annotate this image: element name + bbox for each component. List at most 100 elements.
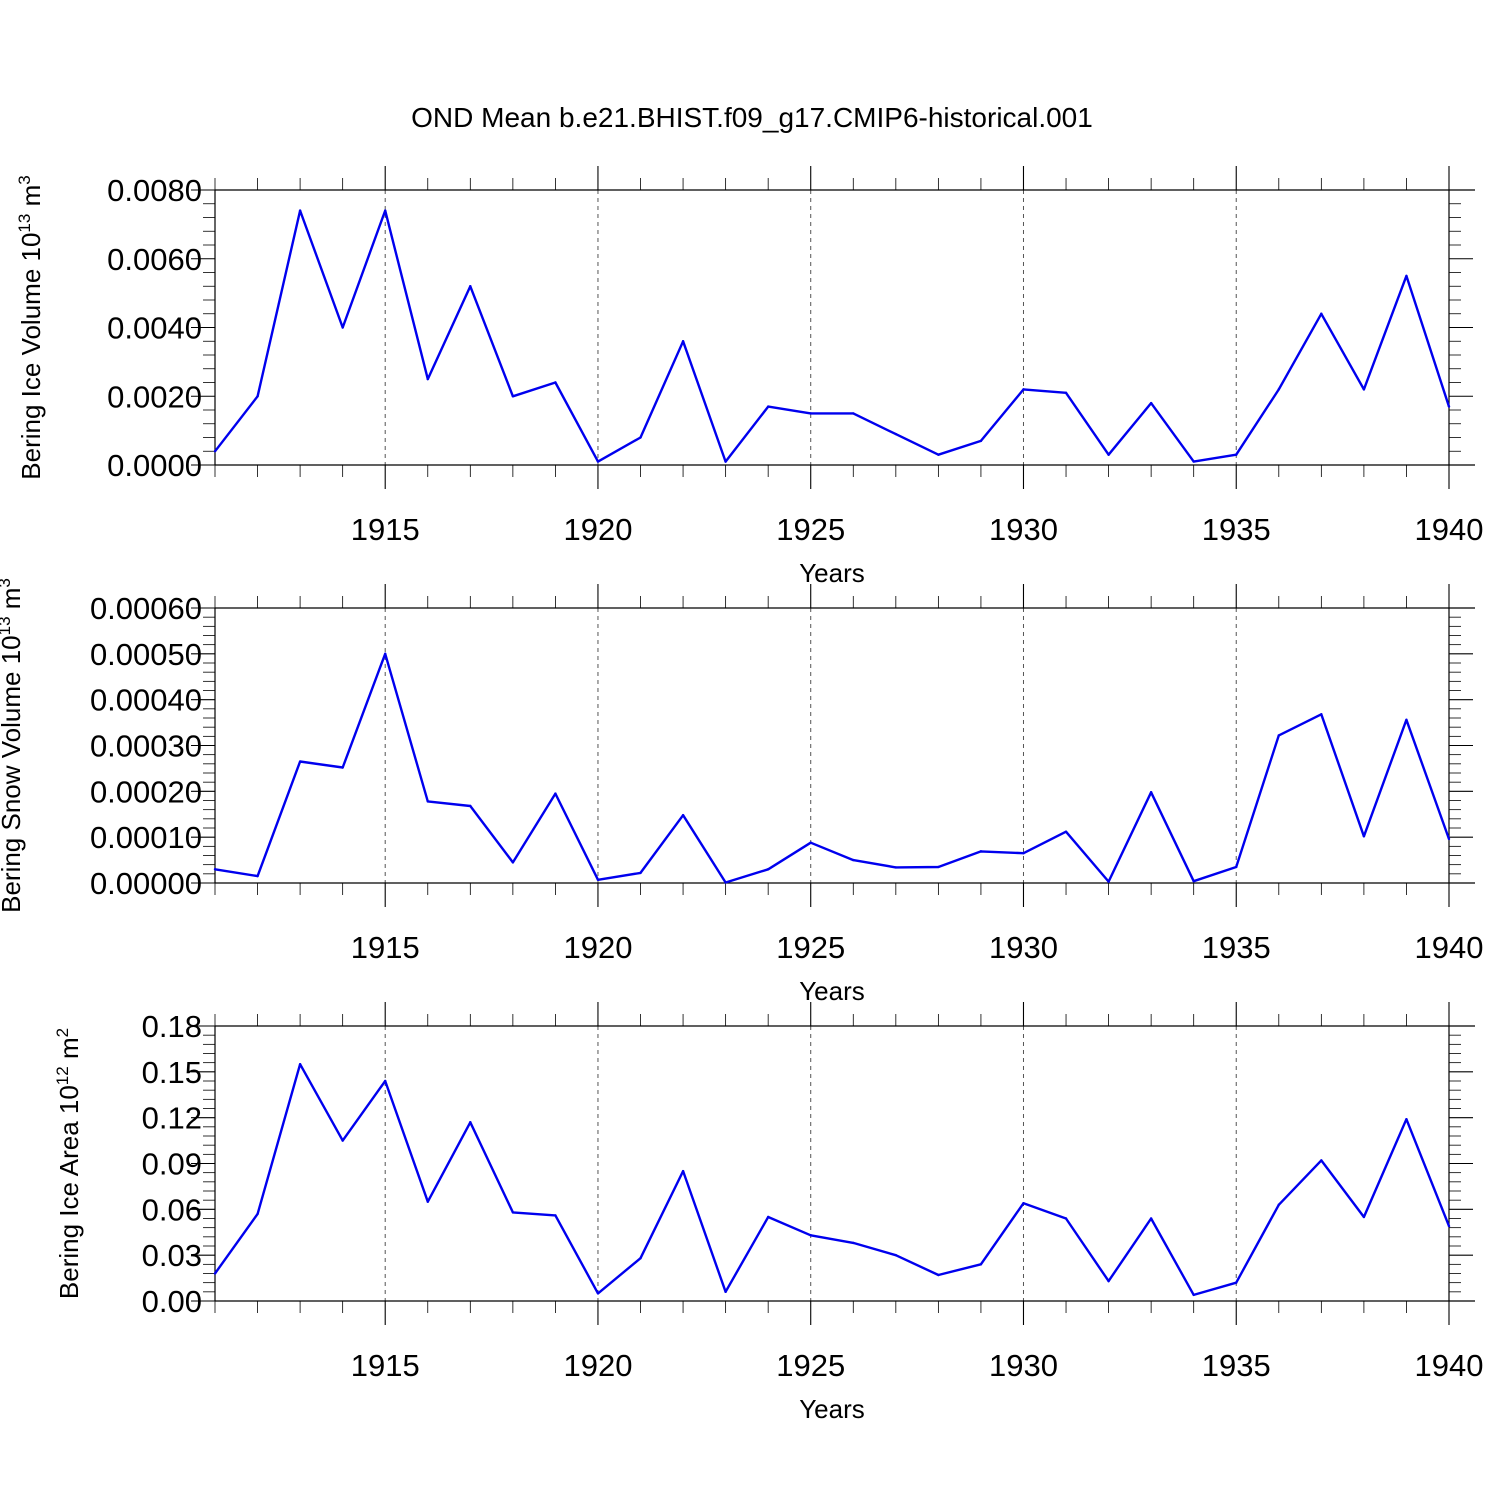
data-point	[511, 1211, 515, 1214]
x-tick-label: 1920	[563, 1348, 632, 1383]
data-point	[724, 460, 727, 463]
data-point	[1192, 1293, 1195, 1297]
y-tick-label: 0.06	[142, 1192, 202, 1227]
y-axis-title: Bering Snow Volume 1013 m3	[0, 578, 26, 913]
data-point	[1235, 453, 1238, 456]
data-point	[511, 395, 515, 398]
x-tick-label: 1920	[563, 930, 632, 965]
data-point	[1064, 391, 1068, 395]
y-tick-label: 0.0020	[107, 379, 202, 414]
data-point	[469, 285, 472, 288]
x-tick-label: 1915	[351, 512, 420, 547]
x-tick-label: 1920	[563, 512, 632, 547]
plot-panel-2: 0.00000 0.00010 0.00020 0.00030 0.00040 0.000…	[0, 578, 1483, 1006]
data-point	[511, 861, 515, 864]
data-point	[852, 1241, 855, 1245]
y-tick-label: 0.00050	[90, 637, 202, 672]
data-point	[681, 813, 685, 817]
data-point	[1064, 1217, 1068, 1220]
y-tick-label: 0.00040	[90, 683, 202, 718]
data-point	[554, 792, 557, 795]
data-point	[766, 868, 770, 871]
chart-title: OND Mean b.e21.BHIST.f09_g17.CMIP6-histo…	[411, 102, 1093, 133]
data-point	[426, 1200, 429, 1203]
y-tick-label: 0.00060	[90, 591, 202, 626]
data-point	[1277, 388, 1280, 391]
data-point	[1405, 1117, 1408, 1121]
x-tick-label: 1925	[776, 930, 845, 965]
data-point	[256, 1212, 259, 1216]
data-point	[852, 412, 855, 415]
data-point	[809, 1234, 812, 1237]
x-tick-label: 1915	[351, 1348, 420, 1383]
x-tick-label: 1940	[1415, 930, 1484, 965]
x-axis-title: Years	[799, 976, 865, 1006]
data-point	[894, 1253, 898, 1257]
x-tick-label: 1940	[1415, 1348, 1484, 1383]
plot-panel-3: 0.00 0.03 0.06 0.09 0.12 0.15 0.18 1915 1920 1925…	[53, 1002, 1483, 1424]
x-tick-label: 1935	[1202, 512, 1271, 547]
data-point	[1362, 388, 1366, 391]
data-point	[298, 760, 302, 763]
data-point	[213, 1272, 217, 1275]
data-point	[937, 453, 940, 456]
data-point	[1447, 837, 1451, 841]
data-point	[256, 395, 259, 398]
data-point	[298, 209, 302, 212]
data-point	[766, 405, 770, 408]
data-point	[384, 209, 387, 212]
series-line	[214, 1062, 1451, 1297]
y-tick-label: 0.0000	[107, 448, 202, 483]
data-point	[1192, 879, 1195, 883]
data-point	[1235, 1281, 1238, 1284]
data-point	[979, 850, 983, 853]
x-tick-label: 1940	[1415, 512, 1484, 547]
y-tick-label: 0.0040	[107, 311, 202, 346]
data-point	[1022, 1202, 1025, 1205]
data-point	[596, 1292, 600, 1295]
y-tick-label: 0.00010	[90, 820, 202, 855]
y-tick-label: 0.03	[142, 1238, 202, 1273]
data-point	[469, 1121, 472, 1124]
data-point	[1277, 1203, 1280, 1206]
data-point	[1149, 791, 1153, 794]
data-point	[1107, 880, 1110, 883]
data-point	[639, 436, 642, 439]
plot-panel-1: 0.0000 0.0020 0.0040 0.0060 0.0080 1915 1920 19…	[15, 166, 1483, 588]
y-tick-label: 0.09	[142, 1147, 202, 1182]
data-point	[1447, 405, 1451, 408]
data-point	[298, 1062, 302, 1066]
data-point	[937, 865, 940, 869]
data-point	[1320, 1159, 1323, 1162]
series-line	[214, 652, 1451, 884]
data-point	[766, 1215, 770, 1219]
y-tick-label: 0.00	[142, 1284, 202, 1319]
x-tick-label: 1915	[351, 930, 420, 965]
x-tick-label: 1935	[1202, 1348, 1271, 1383]
data-point	[979, 439, 983, 443]
data-point	[894, 866, 898, 869]
data-point	[639, 1257, 642, 1260]
y-tick-label: 0.0080	[107, 173, 202, 208]
x-axis-title: Years	[799, 1394, 865, 1424]
data-point	[852, 858, 855, 862]
data-point	[554, 1214, 557, 1217]
data-point	[469, 804, 472, 808]
data-point	[1022, 852, 1025, 855]
data-point	[213, 450, 217, 453]
data-point	[1107, 453, 1110, 456]
data-point	[1405, 718, 1408, 722]
data-point	[341, 326, 344, 329]
data-point	[596, 460, 600, 463]
data-point	[681, 340, 685, 343]
y-tick-label: 0.15	[142, 1055, 202, 1090]
data-point	[681, 1169, 685, 1173]
x-tick-label: 1925	[776, 512, 845, 547]
y-tick-label: 0.0060	[107, 242, 202, 277]
data-point	[1149, 1217, 1153, 1220]
data-point	[724, 1290, 727, 1294]
data-point	[1235, 865, 1238, 869]
data-point	[554, 381, 557, 384]
data-point	[1192, 460, 1195, 463]
